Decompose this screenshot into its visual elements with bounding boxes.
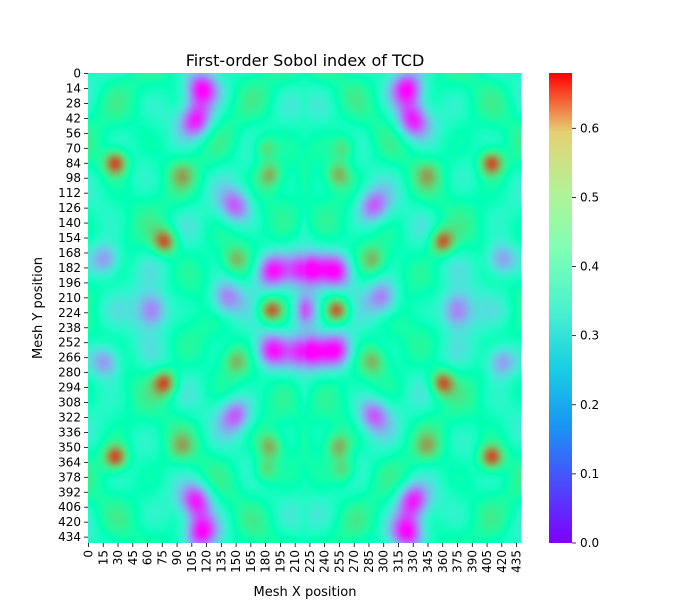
x-tick-label: 75 bbox=[155, 550, 169, 565]
x-tick-label: 390 bbox=[465, 550, 479, 573]
y-tick-label: 350 bbox=[58, 440, 81, 454]
x-tick-label: 405 bbox=[480, 550, 494, 573]
x-tick-label: 330 bbox=[406, 550, 420, 573]
y-tick-label: 434 bbox=[58, 530, 81, 544]
x-tick-label: 195 bbox=[273, 550, 287, 573]
colorbar-ticks: 0.0 0.1 0.2 0.3 0.4 0.5 0.6 bbox=[572, 121, 599, 550]
colorbar-tick-label: 0.5 bbox=[580, 190, 599, 204]
y-tick-label: 140 bbox=[58, 216, 81, 230]
y-tick-label: 392 bbox=[58, 485, 81, 499]
y-tick-label: 238 bbox=[58, 321, 81, 335]
x-tick-label: 270 bbox=[347, 550, 361, 573]
y-axis-ticks: 0142842567084981121261401541681821962102… bbox=[58, 67, 88, 544]
y-tick-label: 70 bbox=[66, 141, 81, 155]
x-tick-label: 225 bbox=[303, 550, 317, 573]
heatmap-cells bbox=[88, 73, 521, 543]
y-tick-label: 406 bbox=[58, 500, 81, 514]
y-tick-label: 42 bbox=[66, 111, 81, 125]
y-tick-label: 112 bbox=[58, 186, 81, 200]
y-tick-label: 308 bbox=[58, 396, 81, 410]
x-tick-label: 300 bbox=[377, 550, 391, 573]
x-tick-label: 315 bbox=[391, 550, 405, 573]
y-tick-label: 266 bbox=[58, 351, 81, 365]
x-tick-label: 255 bbox=[332, 550, 346, 573]
y-axis-label: Mesh Y position bbox=[31, 257, 46, 359]
y-tick-label: 168 bbox=[58, 246, 81, 260]
x-tick-label: 30 bbox=[111, 550, 125, 565]
colorbar-tick-label: 0.6 bbox=[580, 121, 599, 135]
y-tick-label: 0 bbox=[73, 67, 81, 81]
y-tick-label: 196 bbox=[58, 276, 81, 290]
colorbar-tick-label: 0.2 bbox=[580, 398, 599, 412]
y-tick-label: 14 bbox=[66, 81, 81, 95]
y-tick-label: 56 bbox=[66, 126, 81, 140]
x-tick-label: 285 bbox=[362, 550, 376, 573]
x-tick-label: 90 bbox=[170, 550, 184, 565]
y-tick-label: 182 bbox=[58, 261, 81, 275]
x-tick-label: 0 bbox=[81, 550, 95, 558]
x-tick-label: 135 bbox=[214, 550, 228, 573]
y-tick-label: 210 bbox=[58, 291, 81, 305]
y-tick-label: 280 bbox=[58, 366, 81, 380]
y-tick-label: 98 bbox=[66, 171, 81, 185]
colorbar: 0.0 0.1 0.2 0.3 0.4 0.5 0.6 bbox=[549, 73, 599, 550]
y-tick-label: 336 bbox=[58, 425, 81, 439]
y-tick-label: 420 bbox=[58, 515, 81, 529]
colorbar-tick-label: 0.4 bbox=[580, 260, 599, 274]
y-tick-label: 252 bbox=[58, 336, 81, 350]
x-tick-label: 45 bbox=[126, 550, 140, 565]
x-tick-label: 120 bbox=[200, 550, 214, 573]
x-tick-label: 345 bbox=[421, 550, 435, 573]
y-tick-label: 126 bbox=[58, 201, 81, 215]
x-tick-label: 210 bbox=[288, 550, 302, 573]
x-tick-label: 150 bbox=[229, 550, 243, 573]
y-tick-label: 28 bbox=[66, 96, 81, 110]
heatmap-plot-area bbox=[88, 73, 521, 543]
colorbar-gradient bbox=[549, 73, 572, 543]
x-tick-label: 60 bbox=[141, 550, 155, 565]
x-tick-label: 165 bbox=[244, 550, 258, 573]
y-tick-label: 224 bbox=[58, 306, 81, 320]
y-tick-label: 84 bbox=[66, 156, 81, 170]
x-tick-label: 15 bbox=[96, 550, 110, 565]
x-tick-label: 360 bbox=[436, 550, 450, 573]
y-tick-label: 294 bbox=[58, 381, 81, 395]
colorbar-tick-label: 0.3 bbox=[580, 329, 599, 343]
x-tick-label: 240 bbox=[318, 550, 332, 573]
x-tick-label: 375 bbox=[451, 550, 465, 573]
chart-title: First-order Sobol index of TCD bbox=[186, 51, 425, 70]
x-axis-ticks: 0 15 30 45 60 75 90 105 120 135 150 165 180 195 210 225… bbox=[81, 543, 524, 573]
x-tick-label: 435 bbox=[510, 550, 524, 573]
x-tick-label: 180 bbox=[259, 550, 273, 573]
y-tick-label: 378 bbox=[58, 470, 81, 484]
colorbar-tick-label: 0.1 bbox=[580, 467, 599, 481]
y-tick-label: 154 bbox=[58, 231, 81, 245]
colorbar-tick-label: 0.0 bbox=[580, 536, 599, 550]
x-axis-label: Mesh X position bbox=[254, 585, 357, 600]
y-tick-label: 364 bbox=[58, 455, 81, 469]
y-tick-label: 322 bbox=[58, 410, 81, 424]
x-tick-label: 420 bbox=[495, 550, 509, 573]
x-tick-label: 105 bbox=[185, 550, 199, 573]
